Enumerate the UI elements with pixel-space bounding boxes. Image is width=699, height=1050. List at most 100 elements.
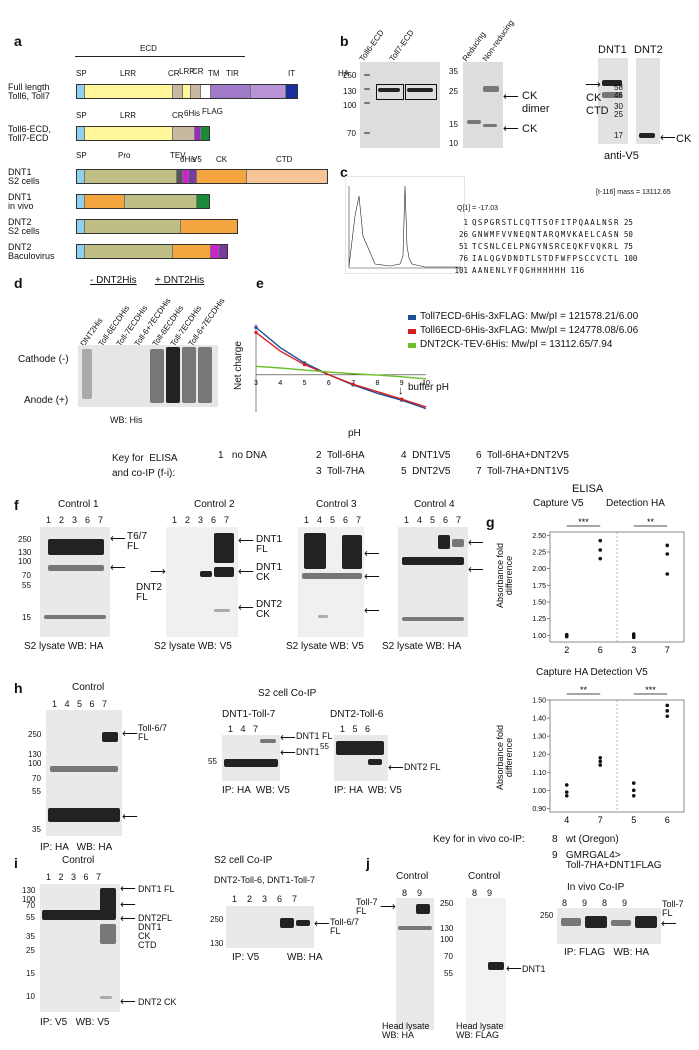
f3-arrow-3: ⟵ [364, 605, 380, 617]
series-point [254, 325, 258, 329]
b-mw3-25: 25 [614, 110, 623, 119]
dnt1-s2-bar [76, 169, 328, 184]
x-tick-label: 6 [327, 380, 331, 387]
key-title: Key for ELISA and co-IP (f-i): [112, 453, 178, 479]
f4-arrow-2: ⟵ [468, 564, 484, 576]
panel-d-label: d [14, 275, 23, 291]
data-point [631, 788, 636, 793]
i-mw-130: 130 [22, 886, 36, 895]
i-caption: IP: V5 WB: V5 [40, 1017, 110, 1028]
y-tick-label: 1.50 [532, 600, 546, 607]
construct-name-dnt2-s2: DNT2 S2 cells [8, 217, 40, 236]
i-mw-15: 15 [26, 969, 35, 978]
j-toll7-label: Toll-7 FL [356, 897, 378, 916]
y-tick-label: 1.40 [532, 716, 546, 723]
key-item-6: 6 Toll-6HA+DNT2V5 [476, 450, 569, 461]
lrr2-label: LRR [179, 67, 196, 76]
data-point [665, 552, 670, 556]
dnt2-bac-bar [76, 244, 228, 259]
f2-arrow-dnt2fl: ⟶ [150, 566, 166, 578]
f2-lanes: 1 2 3 6 7 [172, 515, 231, 525]
j-lanes-1: 8 9 [402, 888, 423, 898]
b-lane-dnt1: DNT1 [598, 44, 627, 56]
j-mw-100: 100 [440, 935, 454, 944]
panel-i-label: i [14, 855, 18, 871]
f1-mw-100: 100 [18, 557, 32, 566]
x-tick-label: 4 [564, 815, 569, 825]
b-lane-dnt2: DNT2 [634, 44, 663, 56]
f3-arrow-2: ⟵ [364, 571, 380, 583]
i-coip-title: S2 cell Co-IP [214, 855, 273, 866]
panel-g-label: g [486, 514, 495, 530]
ecd-lrr-label: LRR [120, 111, 137, 120]
anti-v5-label: anti-V5 [604, 150, 639, 162]
h-sub2-lanes: 1 5 6 [340, 724, 371, 734]
d-wb-label: WB: His [110, 415, 143, 425]
f1-mw-55: 55 [22, 581, 31, 590]
data-point [631, 781, 636, 785]
x-tick-label: 3 [631, 645, 636, 655]
ecd-bracket [75, 56, 245, 57]
seq-row: 76 IALQGVDNDTLSTDFWFPSCCVCTL 100 [458, 254, 638, 263]
h-dnt1fl-label: DNT1 FL [296, 731, 333, 741]
x-tick-label: 6 [598, 645, 603, 655]
b-lane-nonreducing: Non-reducing [480, 18, 516, 63]
dnt-pro-label: Pro [118, 151, 131, 160]
j-invivo-blot [557, 908, 661, 944]
j-invivo-fl-label: Toll-7 FL [662, 899, 684, 918]
j-ctrl-1: Control [396, 871, 429, 882]
seq-row: 101 AANENLYFQGHHHHHH 116 [454, 266, 585, 275]
x-tick-label: 6 [665, 815, 670, 825]
data-point [564, 783, 569, 787]
x-tick-label: 8 [375, 380, 379, 387]
key-item-4: 4 DNT1V5 [401, 450, 451, 461]
i-mw-70: 70 [26, 901, 35, 910]
data-point [598, 538, 603, 543]
ecd-sp-label: SP [76, 111, 87, 120]
mass-spectrum [345, 176, 465, 274]
mass-label: [t-116] mass = 13112.65 [596, 189, 671, 196]
j-dnt1-label: DNT1 [522, 964, 546, 974]
construct-name-ecd: Toll6-ECD, Toll7-ECD [8, 124, 52, 143]
f1-t67-label: T6/7 FL [127, 531, 148, 552]
y-tick-label: 0.90 [532, 806, 546, 813]
f2-blot [166, 527, 238, 637]
j-mw-55: 55 [444, 969, 453, 978]
significance-label: ** [647, 517, 655, 527]
f3-lanes: 1 4 5 6 7 [304, 515, 363, 525]
significance-label: *** [645, 685, 656, 695]
f4-caption: S2 lysate WB: HA [382, 641, 462, 652]
panel-e-label: e [256, 275, 264, 291]
j-invivo-lanes: 8 9 8 9 [562, 898, 628, 908]
g-bottom-title: Capture HA Detection V5 [536, 667, 648, 678]
key-item-3: 3 Toll-7HA [316, 466, 365, 477]
f2-caption: S2 lysate WB: V5 [154, 641, 232, 652]
significance-label: ** [580, 685, 588, 695]
i-coip-sub: DNT2-Toll-6, DNT1-Toll-7 [214, 875, 316, 885]
g-ylabel-bottom: Absorbance fold difference [495, 724, 514, 790]
i-coip-fl-label: Toll-6/7 FL [330, 917, 360, 936]
b-gel-1 [360, 62, 440, 148]
d-minus-label: - DNT2His [90, 275, 137, 286]
x-tick-label: 7 [598, 815, 603, 825]
data-point [564, 790, 569, 794]
i-coip-arrow: ⟵ [314, 918, 330, 930]
seq-row: 26 GNWMFVVNEQNTARQMVKAELCASN 50 [458, 230, 633, 239]
h-sub1-lanes: 1 4 7 [228, 724, 259, 734]
y-tick-label: 2.50 [532, 533, 546, 540]
ecd-label: ECD [140, 44, 157, 53]
key-item-2: 2 Toll-6HA [316, 450, 365, 461]
x-tick-label: 3 [254, 380, 258, 387]
f3-blot [298, 527, 364, 637]
h-mw-250: 250 [28, 730, 42, 739]
j-lanes-2: 8 9 [472, 888, 493, 898]
series-line [255, 365, 427, 380]
panel-b-label: b [340, 33, 349, 49]
f3-caption: S2 lysate WB: V5 [286, 641, 364, 652]
cr-label: CR [168, 69, 180, 78]
j-cap-1: Head lysate WB: HA [382, 1021, 430, 1040]
j-blot-2 [466, 898, 506, 1030]
f1-blot [40, 527, 110, 637]
data-point [598, 556, 603, 561]
data-point [598, 763, 603, 767]
